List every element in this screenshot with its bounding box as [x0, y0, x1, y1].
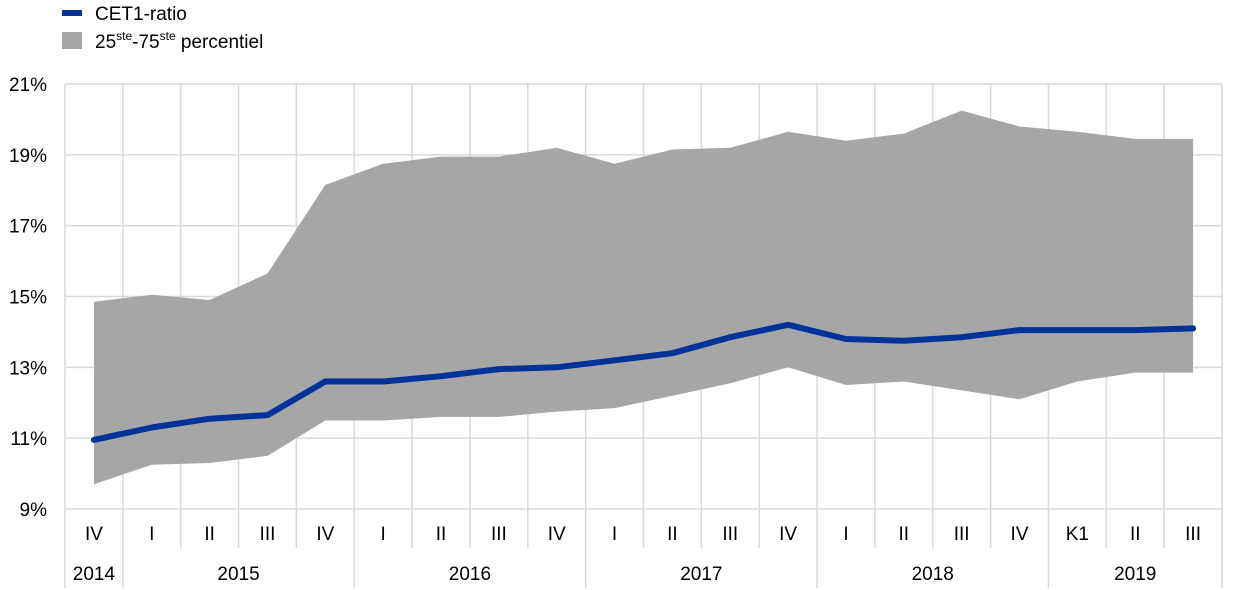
y-tick-label: 15%: [9, 288, 47, 309]
x-year-label: 2017: [680, 564, 722, 585]
y-tick-label: 11%: [10, 429, 47, 450]
x-quarter-label: I: [612, 524, 617, 545]
x-quarter-label: IV: [85, 524, 103, 545]
y-tick-label: 19%: [9, 146, 47, 167]
legend: CET1-ratio 25ste-75ste percentiel: [62, 4, 263, 53]
x-quarter-label: I: [843, 524, 848, 545]
x-quarter-label: I: [149, 524, 154, 545]
x-quarter-label: II: [667, 524, 678, 545]
x-quarter-label: III: [722, 524, 738, 545]
legend-band-label: 25ste-75ste percentiel: [95, 29, 263, 53]
x-quarter-label: K1: [1066, 524, 1089, 545]
x-quarter-label: III: [491, 524, 507, 545]
x-quarter-label: III: [260, 524, 276, 545]
x-year-label: 2018: [912, 564, 954, 585]
x-quarter-label: III: [1185, 524, 1201, 545]
y-tick-label: 21%: [9, 75, 47, 96]
cet1-ratio-line: [90, 321, 1197, 443]
legend-line-swatch: [62, 10, 82, 16]
x-quarter-label: III: [954, 524, 970, 545]
percentile-band-area: [93, 110, 1194, 485]
legend-line-label: CET1-ratio: [95, 4, 187, 25]
x-quarter-label: II: [436, 524, 447, 545]
x-quarter-label: II: [204, 524, 215, 545]
y-tick-label: 13%: [9, 358, 47, 379]
y-tick-label: 17%: [9, 217, 47, 238]
cet1-ratio-series-line: [90, 321, 1197, 443]
x-year-label: 2019: [1114, 564, 1156, 585]
legend-band-swatch: [62, 32, 82, 49]
percentile-band: [93, 110, 1194, 485]
x-quarter-label: IV: [548, 524, 566, 545]
x-axis: IV I II III IV I II III IV I II III IV I II III IV K1 II II…: [73, 524, 1201, 585]
x-year-label: 2016: [449, 564, 491, 585]
x-year-label: 2015: [217, 564, 259, 585]
y-tick-label: 9%: [20, 500, 48, 521]
y-axis: 9% 11% 13% 15% 17% 19% 21%: [9, 75, 47, 521]
x-quarter-label: IV: [779, 524, 797, 545]
x-quarter-label: IV: [1011, 524, 1029, 545]
x-quarter-label: II: [899, 524, 910, 545]
x-quarter-label: IV: [316, 524, 334, 545]
x-quarter-label: I: [381, 524, 386, 545]
x-quarter-label: II: [1130, 524, 1141, 545]
x-year-label: 2014: [73, 564, 116, 585]
